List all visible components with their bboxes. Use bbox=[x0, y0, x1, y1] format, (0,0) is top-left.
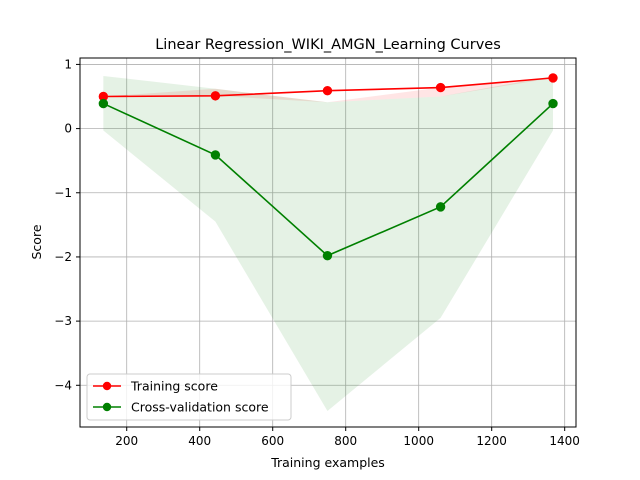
confidence-band-1 bbox=[103, 75, 554, 411]
y-tick-label: 0 bbox=[64, 122, 72, 136]
x-tick-label: 1000 bbox=[403, 434, 434, 448]
x-tick-label: 1400 bbox=[549, 434, 580, 448]
data-point bbox=[435, 82, 446, 93]
axes-frame bbox=[79, 57, 577, 428]
x-tick-label: 800 bbox=[334, 434, 357, 448]
x-tick-label: 400 bbox=[188, 434, 211, 448]
data-point bbox=[210, 91, 221, 101]
plot-area: 200 400 600 800 1000 1200 1400 1 0 −1 −2 −3 −4 bbox=[54, 57, 580, 448]
legend-label-0: Training score bbox=[130, 379, 218, 394]
legend: Training score Cross-validation score bbox=[86, 373, 292, 421]
x-axis-label: Training examples bbox=[270, 455, 385, 470]
data-point bbox=[548, 98, 558, 109]
y-tick-label: 1 bbox=[64, 57, 72, 71]
y-tick-label: −3 bbox=[54, 314, 72, 328]
chart-title: Linear Regression_WIKI_AMGN_Learning Cur… bbox=[155, 37, 501, 53]
data-point bbox=[435, 202, 446, 212]
confidence-band-0 bbox=[103, 77, 554, 103]
data-point bbox=[548, 73, 558, 83]
data-point bbox=[322, 250, 333, 261]
x-tick-label: 600 bbox=[261, 434, 284, 448]
y-tick-label: −4 bbox=[54, 378, 72, 392]
data-point bbox=[210, 150, 221, 160]
y-axis-label: Score bbox=[29, 224, 44, 259]
legend-label-1: Cross-validation score bbox=[131, 400, 269, 415]
x-tick-label: 200 bbox=[115, 434, 138, 448]
x-tick-label: 1200 bbox=[476, 434, 507, 448]
y-tick-label: −1 bbox=[54, 186, 72, 200]
legend-marker-1 bbox=[102, 402, 112, 412]
y-tick-label: −2 bbox=[54, 250, 72, 264]
legend-marker-0 bbox=[102, 381, 112, 391]
data-point bbox=[98, 98, 109, 109]
legend-box bbox=[86, 373, 292, 421]
data-point bbox=[322, 86, 333, 96]
